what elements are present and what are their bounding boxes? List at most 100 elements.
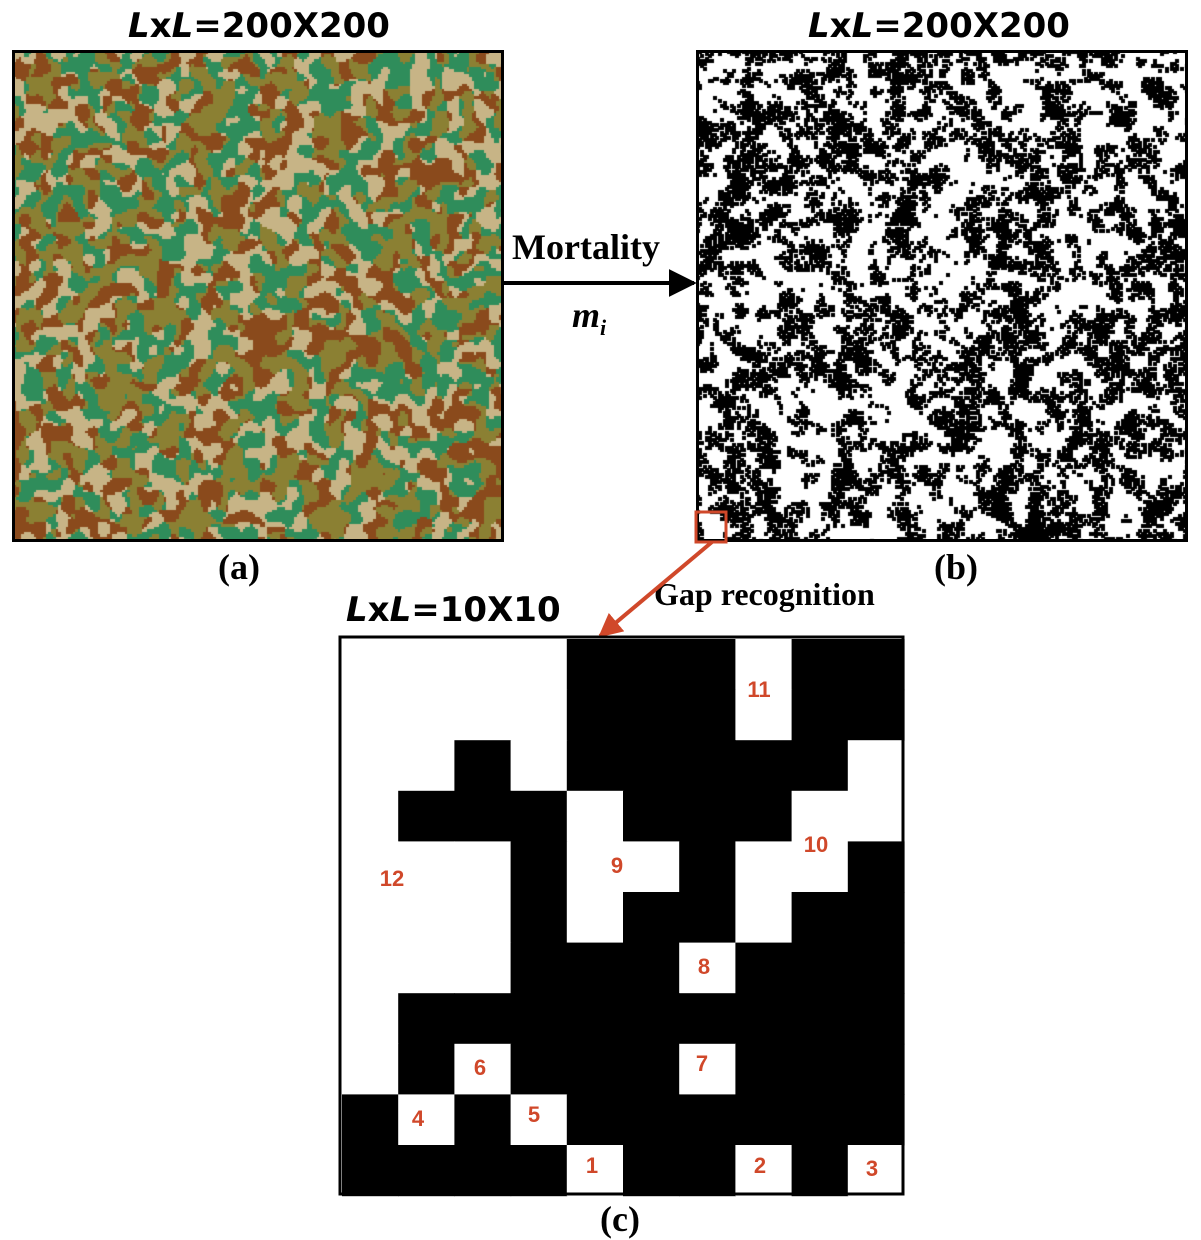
- panel-c-label: (c): [600, 1199, 640, 1239]
- grid-cell: [454, 993, 512, 1045]
- grid-cell: [398, 1043, 455, 1095]
- grid-cell: [735, 639, 793, 691]
- grid-cell: [791, 790, 849, 842]
- gap-label-3: 3: [866, 1156, 878, 1181]
- grid-cell: [679, 942, 736, 994]
- grid-cell: [510, 1043, 568, 1095]
- grid-cell: [342, 993, 399, 1045]
- grid-cell: [735, 1043, 793, 1095]
- gap-recognition-label: Gap recognition: [654, 576, 875, 612]
- grid-cell: [735, 689, 793, 741]
- grid-cell: [566, 841, 624, 893]
- grid-cell: [566, 1145, 624, 1197]
- grid-cell: [566, 942, 624, 994]
- grid-cell: [623, 1094, 680, 1146]
- grid-cell: [847, 790, 905, 842]
- grid-cell: [342, 1145, 399, 1197]
- grid-cell: [623, 1145, 680, 1197]
- grid-cell: [847, 942, 905, 994]
- gap-label-12: 12: [380, 866, 404, 891]
- grid-cell: [510, 790, 568, 842]
- grid-cell: [623, 1043, 680, 1095]
- gap-label-7: 7: [696, 1051, 708, 1076]
- grid-cell: [735, 1145, 793, 1197]
- grid-cell: [623, 639, 680, 691]
- grid-cell: [623, 892, 680, 944]
- panel-c-border: [338, 635, 905, 1196]
- grid-cell: [398, 942, 455, 994]
- grid-cell: [398, 1145, 455, 1197]
- grid-cell: [679, 639, 736, 691]
- grid-cell: [342, 1094, 399, 1146]
- grid-cell: [679, 689, 736, 741]
- grid-cell: [566, 993, 624, 1045]
- gap-label-10: 10: [804, 832, 828, 857]
- grid-cell: [735, 790, 793, 842]
- grid-cell: [398, 993, 455, 1045]
- grid-cell: [566, 639, 624, 691]
- grid-cell: [398, 639, 455, 691]
- grid-cell: [623, 841, 680, 893]
- grid-cell: [510, 689, 568, 741]
- grid-cell: [735, 1094, 793, 1146]
- grid-cell: [510, 892, 568, 944]
- grid-cell: [847, 740, 905, 792]
- grid-cell: [847, 841, 905, 893]
- grid-cell: [342, 841, 399, 893]
- grid-cell: [847, 689, 905, 741]
- grid-cell: [623, 790, 680, 842]
- grid-cell: [510, 740, 568, 792]
- panel-c-title: LxL=10X10: [346, 590, 561, 630]
- grid-cell: [454, 942, 512, 994]
- grid-cell: [566, 689, 624, 741]
- grid-cell: [735, 993, 793, 1045]
- grid-cell: [791, 740, 849, 792]
- grid-cell: [679, 993, 736, 1045]
- gap-label-11: 11: [747, 677, 770, 702]
- grid-cell: [623, 740, 680, 792]
- grid-cell: [791, 689, 849, 741]
- grid-cell: [566, 790, 624, 842]
- grid-cell: [679, 1145, 736, 1197]
- grid-cell: [735, 740, 793, 792]
- grid-cell: [791, 993, 849, 1045]
- panel-b-border: [696, 50, 1188, 542]
- grid-cell: [566, 740, 624, 792]
- grid-cell: [342, 892, 399, 944]
- grid-cell: [454, 689, 512, 741]
- grid-cell: [510, 942, 568, 994]
- grid-cell: [735, 841, 793, 893]
- grid-cell: [791, 1094, 849, 1146]
- grid-cell: [510, 841, 568, 893]
- grid-cell: [623, 942, 680, 994]
- grid-cell: [454, 639, 512, 691]
- grid-cell: [342, 1043, 399, 1095]
- panel-b-label: (b): [934, 547, 978, 587]
- panel-b-title: LxL=200X200: [808, 6, 1070, 46]
- grid-cell: [398, 841, 455, 893]
- gap-label-5: 5: [528, 1102, 540, 1127]
- gap-label-9: 9: [611, 853, 623, 878]
- panel-a-label: (a): [218, 547, 260, 587]
- grid-cell: [847, 639, 905, 691]
- grid-cell: [454, 1043, 512, 1095]
- grid-cell: [679, 1094, 736, 1146]
- grid-cell: [398, 790, 455, 842]
- grid-cell: [342, 942, 399, 994]
- grid-cell: [847, 1145, 905, 1197]
- grid-cell: [398, 689, 455, 741]
- grid-cell: [398, 1094, 455, 1146]
- panel-a-canvas: [12, 50, 504, 542]
- gap-label-1: 1: [586, 1153, 598, 1178]
- grid-cell: [791, 841, 849, 893]
- grid-cell: [566, 1043, 624, 1095]
- grid-cell: [847, 1043, 905, 1095]
- grid-cell: [398, 892, 455, 944]
- panel-a-title: LxL=200X200: [128, 6, 390, 46]
- grid-cell: [342, 790, 399, 842]
- mortality-symbol: mi: [572, 295, 607, 341]
- grid-cell: [454, 1145, 512, 1197]
- gap-label-6: 6: [474, 1055, 486, 1080]
- grid-cell: [342, 639, 399, 691]
